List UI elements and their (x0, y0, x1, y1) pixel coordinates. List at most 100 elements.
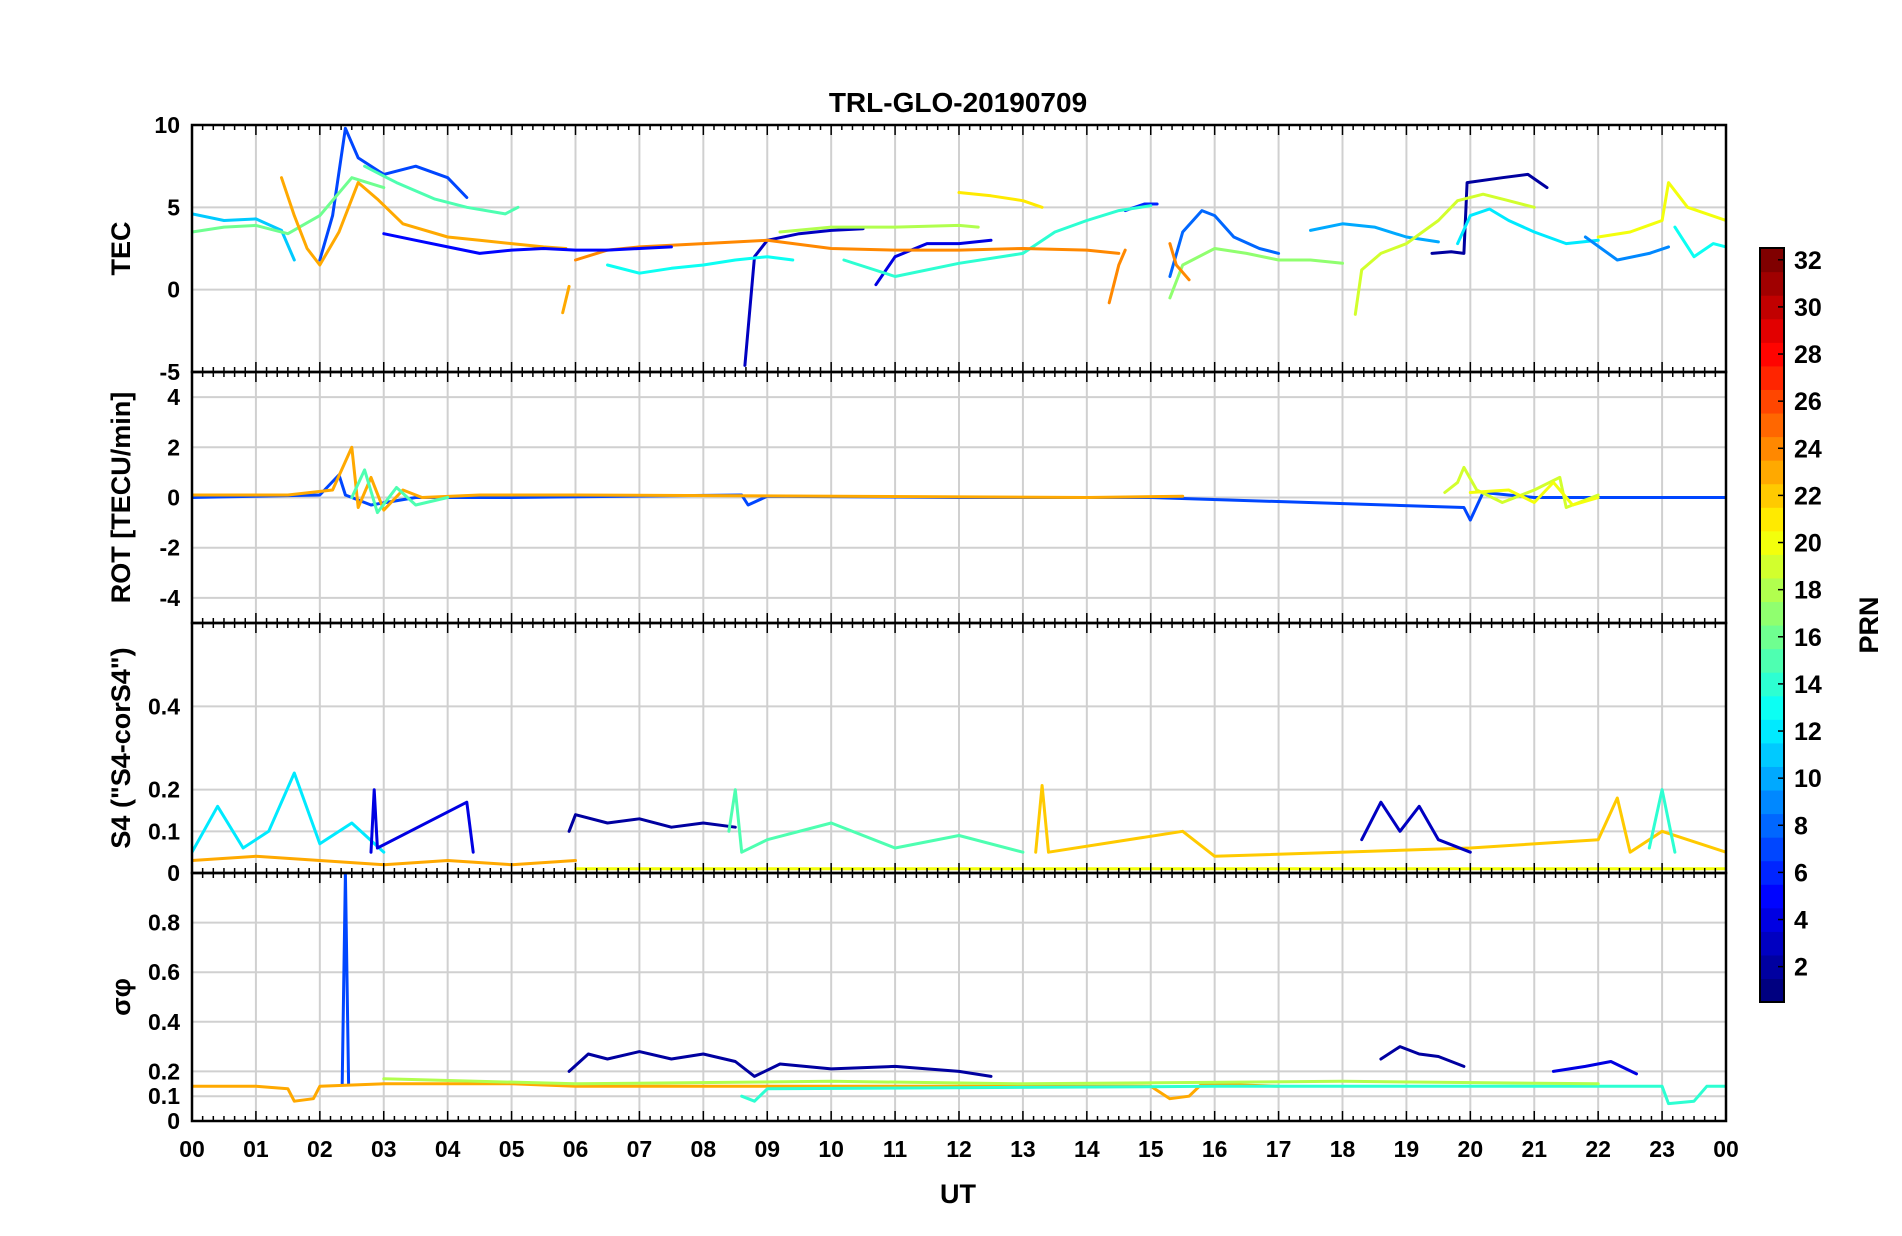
x-tick-label: 22 (1585, 1136, 1611, 1162)
x-tick-label: 19 (1394, 1136, 1420, 1162)
x-tick-label: 18 (1330, 1136, 1356, 1162)
colorbar-tick-label: 10 (1794, 765, 1822, 793)
x-tick-label: 10 (818, 1136, 844, 1162)
colorbar-segment (1760, 460, 1784, 485)
series-line-prn-13 (606, 255, 795, 275)
series-line-prn-14 (842, 204, 1153, 278)
chart-title: TRL-GLO-20190709 (829, 87, 1087, 118)
y-tick-label: 0 (167, 485, 180, 511)
colorbar-segment (1760, 789, 1784, 815)
colorbar-segment (1760, 648, 1784, 673)
series-line-prn-18 (382, 1077, 1600, 1086)
series-line-prn-16 (192, 176, 386, 236)
series-line-prn-20 (1468, 480, 1600, 507)
colorbar-tick-label: 22 (1794, 482, 1822, 510)
series-line-prn-23 (192, 1082, 1281, 1103)
colorbar-label: PRN (1854, 596, 1884, 653)
x-tick-label: 12 (946, 1136, 972, 1162)
colorbar-tick-label: 30 (1794, 294, 1822, 322)
series-line-prn-9 (1583, 235, 1670, 262)
y-tick-label: -5 (160, 359, 181, 385)
y-tick-label: 2 (167, 434, 180, 460)
series-line-prn-23 (192, 445, 1185, 512)
y-tick-label: 0.4 (148, 1009, 180, 1035)
x-tick-label: 21 (1521, 1136, 1547, 1162)
x-tick-label: 09 (754, 1136, 780, 1162)
x-tick-label: 11 (883, 1136, 908, 1162)
series-line-prn-17 (1168, 247, 1344, 300)
series-line-prn-8 (1168, 209, 1281, 278)
y-tick-label: 0.6 (148, 959, 180, 985)
y-tick-label: 0.1 (148, 818, 180, 844)
colorbar-tick-label: 16 (1794, 624, 1822, 652)
series-line-prn-15 (350, 468, 450, 515)
colorbar-segment (1760, 837, 1784, 862)
y-tick-label: 0.8 (148, 910, 180, 936)
y-tick-label: 0.4 (148, 693, 180, 719)
colorbar-segment (1760, 412, 1784, 438)
y-tick-label: -2 (160, 535, 180, 561)
x-tick-label: 07 (627, 1136, 653, 1162)
x-tick-label: 05 (499, 1136, 525, 1162)
y-tick-label: 0.2 (148, 777, 180, 803)
colorbar-tick-label: 4 (1794, 907, 1808, 935)
x-tick-label: 15 (1138, 1136, 1164, 1162)
series-line-prn-4 (874, 238, 993, 287)
x-tick-label: 17 (1266, 1136, 1292, 1162)
colorbar-segment (1760, 931, 1784, 956)
panel-s4: 0.4 0.2 0.1 0 S4 ("S4-corS4") (106, 621, 1728, 886)
y-tick-label: 0.2 (148, 1058, 180, 1084)
series-line-prn-4 (1551, 1060, 1638, 1076)
x-tick-label: 00 (179, 1136, 205, 1162)
series-line-prn-2 (567, 813, 737, 833)
series-line-prn-18 (778, 223, 980, 234)
x-tick-label: 23 (1649, 1136, 1675, 1162)
series-line-prn-4 (369, 788, 475, 854)
colorbar-tick-label: 14 (1794, 671, 1822, 699)
series-line-prn-13 (1673, 225, 1726, 259)
y-tick-label: 4 (167, 384, 180, 410)
series-line-prn-23 (280, 176, 568, 267)
series-line-prn-7 (340, 873, 351, 1086)
series-line-prn-7 (192, 473, 1726, 522)
series-line-prn-2 (1430, 172, 1549, 255)
colorbar-frame (1759, 247, 1785, 1003)
colorbar-tick-label: 18 (1794, 577, 1822, 605)
series-line-prn-19 (1353, 192, 1536, 316)
y-axis-label: TEC (106, 222, 136, 276)
colorbar-tick-label: 8 (1794, 812, 1808, 840)
y-axis-label: ROT [TECU/min] (106, 392, 136, 603)
series-line-prn-15 (727, 788, 1025, 854)
colorbar-segment (1760, 742, 1784, 767)
colorbar-tick-label: 6 (1794, 859, 1808, 887)
x-tick-label: 16 (1202, 1136, 1228, 1162)
series-line-prn-24 (1107, 248, 1127, 305)
series-line-prn-2 (567, 1050, 993, 1078)
colorbar-segment (1760, 507, 1784, 532)
colorbar-segment (1760, 601, 1784, 626)
series-line-prn-24 (1168, 242, 1191, 282)
colorbar-segment (1760, 695, 1784, 720)
series-line-prn-19 (1443, 465, 1600, 509)
x-tick-label: 01 (243, 1136, 269, 1162)
colorbar-tick-label: 32 (1794, 247, 1822, 275)
series-line-prn-14 (1647, 788, 1677, 854)
x-tick-label: 08 (691, 1136, 717, 1162)
y-tick-label: 10 (154, 112, 180, 138)
series-line-prn-12 (192, 771, 386, 854)
series-line-prn-5 (382, 232, 673, 255)
y-tick-label: 0.1 (148, 1083, 180, 1109)
series-line-prn-22 (1034, 784, 1726, 858)
y-tick-label: -4 (160, 585, 181, 611)
x-tick-label: 06 (563, 1136, 589, 1162)
y-tick-label: 0 (167, 1108, 180, 1134)
series-line-prn-15 (363, 164, 520, 216)
series-line-prn-21 (957, 191, 1044, 209)
traces (192, 873, 1726, 1106)
colorbar-tick-label: 24 (1794, 435, 1822, 463)
x-tick-label: 20 (1458, 1136, 1484, 1162)
colorbar-segment (1760, 365, 1784, 390)
colorbar-segment (1760, 271, 1784, 296)
